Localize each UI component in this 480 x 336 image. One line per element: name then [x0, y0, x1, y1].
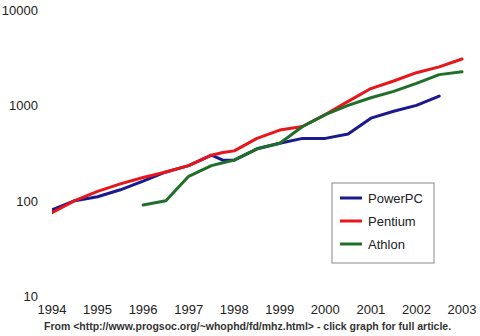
x-tick-label: 2000: [311, 302, 340, 317]
x-tick-label: 1995: [83, 302, 112, 317]
x-tick-label: 1998: [220, 302, 249, 317]
legend-swatch: [340, 243, 362, 246]
y-tick-label: 100: [16, 194, 38, 209]
legend-label: Athlon: [368, 237, 405, 252]
caption: From <http://www.progsoc.org/~whophd/fd/…: [44, 320, 451, 332]
legend-label: PowerPC: [368, 191, 423, 206]
x-tick-label: 1996: [129, 302, 158, 317]
y-tick-label: 10000: [2, 3, 38, 18]
y-tick-label: 1000: [9, 98, 38, 113]
chart: 10 100 1000 10000 1994 1995 1996 1997 1998 1999 20…: [0, 0, 480, 336]
x-tick-label: 1997: [174, 302, 203, 317]
legend-swatch: [340, 197, 362, 200]
x-tick-label: 2003: [448, 302, 477, 317]
x-tick-label: 2001: [356, 302, 385, 317]
legend-box: [332, 183, 434, 263]
y-tick-label: 10: [24, 289, 38, 304]
x-tick-label: 1994: [38, 302, 67, 317]
legend-label: Pentium: [368, 214, 416, 229]
x-tick-label: 2002: [402, 302, 431, 317]
legend: PowerPC Pentium Athlon: [332, 183, 434, 263]
x-tick-label: 1999: [265, 302, 294, 317]
legend-swatch: [340, 220, 362, 223]
